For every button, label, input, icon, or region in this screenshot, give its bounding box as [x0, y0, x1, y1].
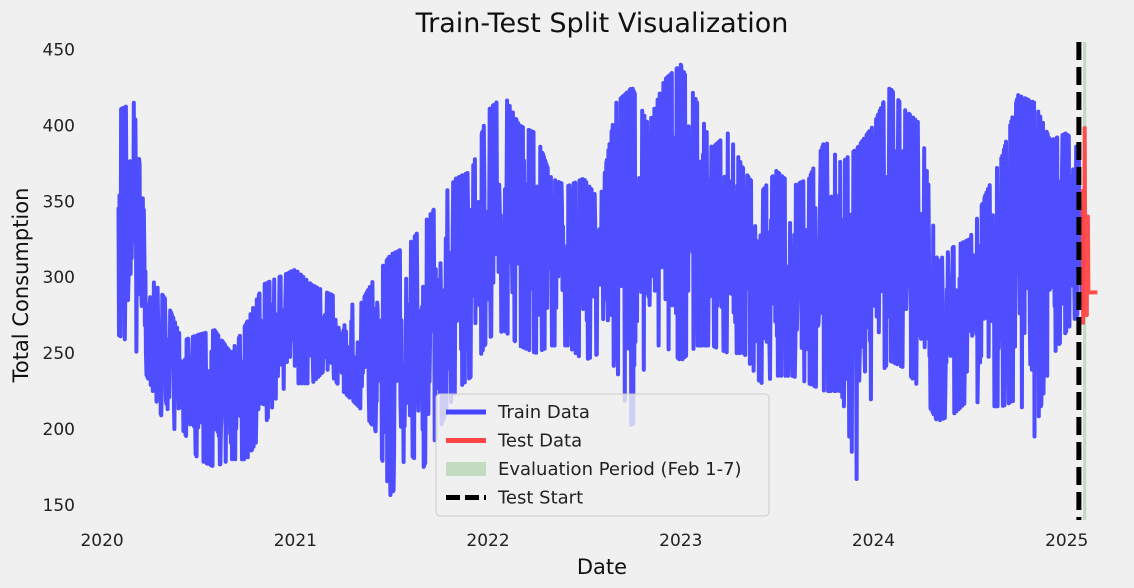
y-tick-label: 150	[43, 496, 75, 516]
legend-entry-test-data: Test Data	[446, 431, 582, 452]
y-tick-label: 250	[43, 344, 75, 364]
legend-entry-train-data: Train Data	[446, 402, 590, 423]
x-axis-label: Date	[577, 555, 627, 579]
test-data-series	[1080, 126, 1099, 325]
x-axis-ticks: 2020 2021 2022 2023 2024 2025	[80, 531, 1088, 551]
x-tick-label: 2020	[80, 531, 123, 551]
x-tick-label: 2024	[852, 531, 895, 551]
legend-label: Train Data	[497, 402, 590, 423]
legend-box	[435, 393, 770, 517]
legend-entry-test-start: Test Start	[446, 488, 583, 509]
y-tick-label: 450	[43, 41, 75, 61]
y-tick-label: 300	[43, 268, 75, 288]
legend-entry-evaluation-period-feb-1-7: Evaluation Period (Feb 1-7)	[446, 459, 742, 480]
chart-title: Train-Test Split Visualization	[415, 8, 789, 39]
legend-label: Evaluation Period (Feb 1-7)	[498, 459, 742, 480]
x-tick-label: 2025	[1045, 531, 1088, 551]
x-tick-label: 2022	[466, 531, 509, 551]
x-tick-label: 2023	[659, 531, 702, 551]
train-data-line	[116, 62, 1085, 497]
y-tick-label: 200	[43, 420, 75, 440]
y-tick-label: 350	[43, 192, 75, 212]
y-axis-ticks: 150 200 250 300 350 400 450	[43, 41, 75, 516]
legend: Train Data Test Data Evaluation Period (Fe…	[435, 393, 770, 517]
y-tick-label: 400	[43, 116, 75, 136]
legend-label: Test Data	[497, 431, 582, 452]
plot-area	[116, 42, 1099, 520]
train-data-series	[116, 62, 1085, 497]
legend-swatch	[446, 462, 486, 476]
x-tick-label: 2021	[274, 531, 317, 551]
legend-label: Test Start	[497, 488, 583, 509]
y-axis-label: Total Consumption	[9, 188, 33, 384]
test-data-line	[1080, 126, 1099, 325]
